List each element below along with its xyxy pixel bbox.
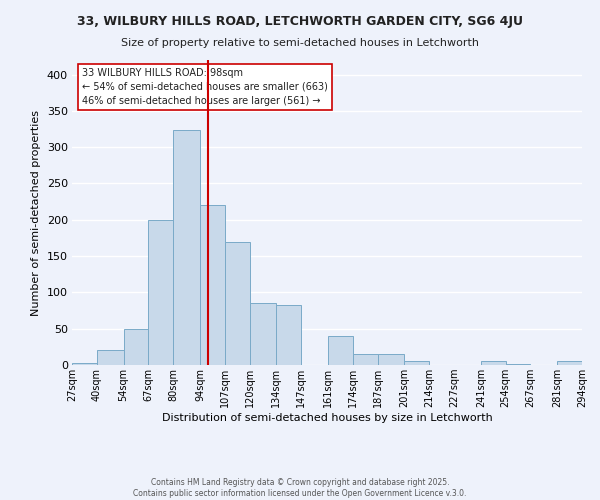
X-axis label: Distribution of semi-detached houses by size in Letchworth: Distribution of semi-detached houses by … — [161, 413, 493, 423]
Bar — [250, 304, 277, 365]
Bar — [404, 362, 429, 365]
Bar — [481, 362, 506, 365]
Bar — [173, 130, 200, 365]
Bar — [506, 364, 530, 365]
Bar — [200, 205, 225, 365]
Y-axis label: Number of semi-detached properties: Number of semi-detached properties — [31, 110, 41, 316]
Text: 33, WILBURY HILLS ROAD, LETCHWORTH GARDEN CITY, SG6 4JU: 33, WILBURY HILLS ROAD, LETCHWORTH GARDE… — [77, 15, 523, 28]
Bar — [124, 328, 148, 365]
Bar — [72, 363, 97, 365]
Text: Contains HM Land Registry data © Crown copyright and database right 2025.
Contai: Contains HM Land Registry data © Crown c… — [133, 478, 467, 498]
Text: 33 WILBURY HILLS ROAD: 98sqm
← 54% of semi-detached houses are smaller (663)
46%: 33 WILBURY HILLS ROAD: 98sqm ← 54% of se… — [82, 68, 328, 106]
Bar — [277, 304, 301, 365]
Bar — [557, 362, 582, 365]
Bar — [97, 350, 124, 365]
Bar — [353, 354, 377, 365]
Bar — [148, 220, 173, 365]
Bar — [377, 354, 404, 365]
Text: Size of property relative to semi-detached houses in Letchworth: Size of property relative to semi-detach… — [121, 38, 479, 48]
Bar — [225, 242, 250, 365]
Bar — [328, 336, 353, 365]
